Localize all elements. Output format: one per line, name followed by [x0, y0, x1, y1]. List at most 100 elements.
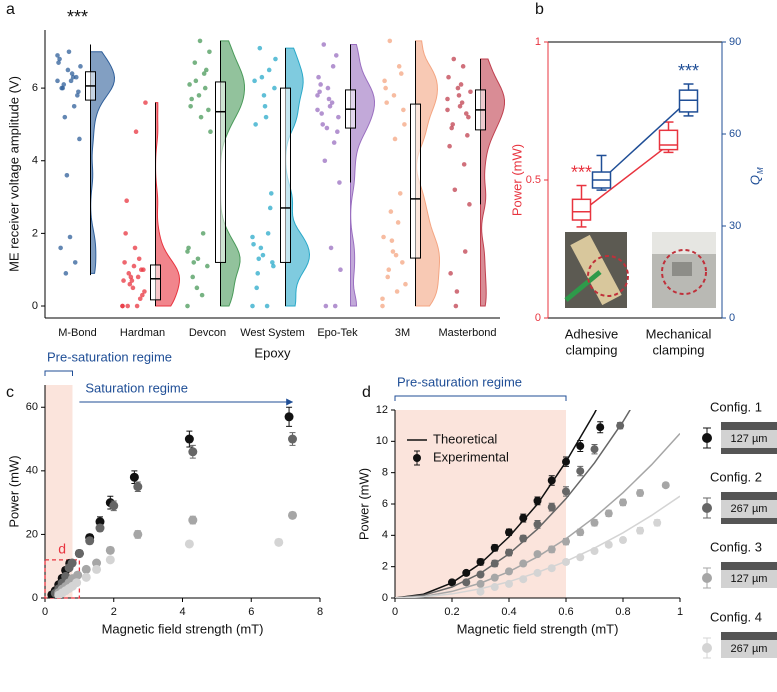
data-point	[253, 122, 258, 127]
x-tick-label: 0.2	[444, 606, 459, 618]
data-point	[250, 303, 255, 309]
data-point	[490, 543, 499, 552]
y2-axis-label-sub: M	[756, 167, 765, 174]
config-label: Config. 4	[710, 609, 762, 624]
y-tick-label: 4	[32, 155, 38, 167]
data-point	[445, 107, 450, 113]
data-point	[55, 78, 60, 84]
data-point	[452, 187, 458, 193]
data-point	[468, 89, 473, 95]
data-point	[392, 136, 398, 142]
data-point	[332, 303, 338, 309]
significance: ***	[67, 7, 88, 27]
data-point	[129, 472, 139, 482]
config-marker	[702, 573, 712, 583]
data-point	[322, 158, 328, 164]
data-point	[576, 442, 585, 451]
y-axis-label: Power (mW)	[509, 144, 524, 216]
y-axis-label: ME receiver voltage amplitude (V)	[6, 76, 21, 272]
data-point	[490, 583, 499, 592]
data-point	[73, 74, 79, 80]
box	[150, 264, 161, 301]
data-point	[320, 122, 326, 127]
data-point	[125, 303, 131, 309]
photo-mechanical	[652, 232, 716, 308]
data-point	[256, 256, 262, 262]
y2-axis-label-main: Q	[747, 175, 762, 185]
layer-bottom	[721, 448, 777, 454]
x-tick-label: 6	[248, 606, 254, 618]
data-point	[92, 564, 102, 574]
data-point	[338, 267, 343, 272]
data-point	[636, 526, 645, 535]
legend-label: Theoretical	[433, 431, 497, 446]
data-point	[533, 568, 542, 577]
data-point	[394, 289, 400, 294]
photo-adhesive	[564, 232, 629, 308]
significance: ***	[678, 61, 699, 81]
data-point	[616, 421, 625, 430]
plot-area	[395, 410, 680, 598]
data-point	[251, 241, 256, 247]
config-label: Config. 1	[710, 399, 762, 414]
data-point	[62, 114, 68, 120]
data-point	[466, 114, 471, 120]
region-label: Pre-saturation regime	[47, 349, 172, 364]
data-point	[138, 267, 144, 272]
data-point	[267, 205, 273, 211]
data-point	[445, 96, 450, 102]
config-marker	[702, 643, 712, 653]
y-axis-label: Power (mW)	[356, 468, 371, 540]
data-point	[380, 296, 385, 302]
data-point	[124, 198, 129, 203]
data-point	[317, 89, 322, 95]
data-point	[397, 191, 403, 196]
data-point	[270, 260, 275, 265]
layer-mid	[721, 430, 777, 448]
data-point	[463, 111, 469, 116]
data-point	[185, 303, 190, 309]
x-tick-label: 1	[677, 606, 683, 618]
data-point	[186, 245, 191, 251]
y-tick-label: 10	[376, 435, 388, 447]
data-point	[64, 172, 70, 178]
data-point	[63, 271, 69, 276]
box	[410, 103, 421, 259]
data-point	[250, 234, 255, 240]
layer-mid	[721, 570, 777, 588]
data-point	[95, 517, 105, 527]
x-tick-label: 0.8	[615, 606, 630, 618]
data-point	[335, 129, 340, 134]
data-point	[454, 289, 460, 294]
data-point	[448, 578, 456, 587]
data-point	[121, 278, 126, 283]
x-tick-label: 0.6	[558, 606, 573, 618]
data-point	[453, 303, 459, 309]
data-point	[393, 252, 399, 258]
data-point	[184, 539, 194, 549]
y-tick-label: 8	[382, 467, 388, 479]
data-point	[590, 547, 599, 555]
data-point	[396, 64, 402, 69]
data-point	[318, 82, 323, 87]
data-point	[207, 49, 212, 55]
x-axis-label: Magnetic field strength (mT)	[457, 621, 619, 636]
data-point	[391, 93, 397, 98]
data-point	[268, 191, 274, 196]
data-point	[315, 107, 320, 113]
x-tick-label: West System	[240, 327, 305, 339]
data-point	[184, 434, 194, 444]
data-point	[389, 238, 395, 243]
data-point	[142, 289, 147, 294]
data-point	[505, 548, 513, 557]
data-point	[76, 89, 81, 95]
data-point	[329, 100, 335, 105]
data-point	[92, 558, 102, 568]
data-point	[198, 114, 204, 120]
data-point	[134, 303, 140, 309]
data-point	[333, 53, 339, 58]
x-tick-label: 3M	[395, 327, 410, 339]
data-point	[205, 263, 210, 269]
data-point	[123, 231, 128, 236]
